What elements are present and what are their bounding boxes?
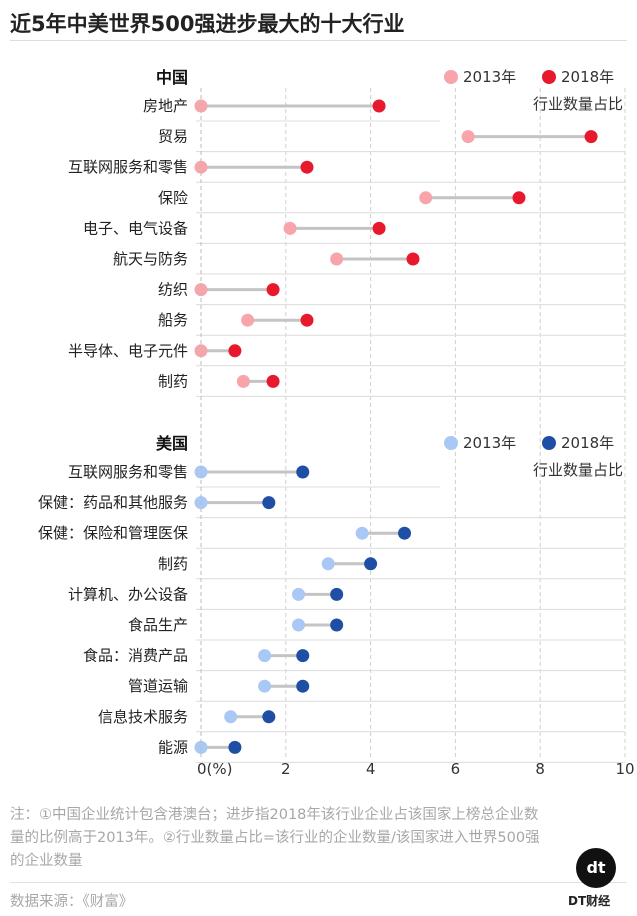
legend-label-2013: 2013年: [463, 68, 516, 86]
point-2018: [266, 283, 280, 297]
category-label: 房地产: [143, 97, 188, 115]
point-2013: [292, 618, 306, 632]
point-2013: [194, 283, 208, 297]
x-tick-label: 2: [281, 760, 291, 778]
point-2013: [258, 649, 272, 663]
point-2018: [300, 313, 314, 327]
point-2018: [296, 679, 310, 693]
legend-label-2018: 2018年: [561, 68, 614, 86]
panel-title: 美国: [156, 434, 188, 453]
point-2018: [296, 649, 310, 663]
category-label: 互联网服务和零售: [68, 463, 188, 481]
point-2018: [266, 374, 280, 388]
point-2013: [330, 252, 344, 266]
category-label: 贸易: [158, 128, 188, 146]
x-tick-label: 4: [366, 760, 376, 778]
point-2018: [262, 710, 276, 724]
legend-marker-2018: [542, 70, 556, 84]
point-2013: [283, 221, 297, 235]
data-source: 数据来源：《财富》: [10, 894, 134, 910]
panel-title: 中国: [156, 68, 188, 87]
point-2018: [406, 252, 420, 266]
category-label: 信息技术服务: [98, 708, 188, 726]
category-label: 管道运输: [128, 677, 188, 695]
x-tick-label: 8: [535, 760, 545, 778]
x-tick-label: 10: [615, 760, 634, 778]
category-label: 食品：消费产品: [83, 647, 188, 665]
footnote: 注：①中国企业统计包含港澳台；进步指2018年该行业企业占该国家上榜总企业数量的…: [10, 807, 540, 869]
point-2018: [296, 465, 310, 479]
legend-label-2013: 2013年: [463, 434, 516, 452]
point-2018: [228, 740, 242, 754]
category-label: 食品生产: [128, 616, 188, 634]
category-label: 半导体、电子元件: [68, 342, 188, 360]
category-label: 保健：保险和管理医保: [38, 524, 188, 542]
point-2013: [194, 465, 208, 479]
point-2013: [224, 710, 238, 724]
point-2013: [419, 191, 433, 205]
category-label: 纺织: [158, 281, 188, 299]
measure-label: 行业数量占比: [533, 461, 623, 479]
point-2013: [258, 679, 272, 693]
legend-marker-2013: [444, 436, 458, 450]
legend-marker-2018: [542, 436, 556, 450]
category-label: 计算机、办公设备: [68, 585, 188, 603]
x-tick-label: 6: [451, 760, 461, 778]
point-2013: [355, 526, 369, 540]
measure-label: 行业数量占比: [533, 95, 623, 113]
category-label: 保险: [158, 189, 188, 207]
point-2018: [228, 344, 242, 358]
point-2018: [512, 191, 526, 205]
point-2013: [292, 587, 306, 601]
x-tick-label: 0(%): [197, 760, 233, 778]
title-divider: [10, 40, 627, 41]
category-label: 制药: [158, 555, 188, 573]
chart-title: 近5年中美世界500强进步最大的十大行业: [10, 12, 405, 36]
point-2018: [364, 557, 378, 571]
brand-name: DT财经: [568, 894, 611, 908]
legend-label-2018: 2018年: [561, 434, 614, 452]
point-2018: [584, 130, 598, 144]
point-2018: [300, 160, 314, 174]
category-label: 制药: [158, 372, 188, 390]
point-2013: [236, 374, 250, 388]
category-label: 航天与防务: [113, 250, 188, 268]
category-label: 船务: [158, 311, 188, 329]
point-2013: [321, 557, 335, 571]
category-label: 保健：药品和其他服务: [38, 494, 188, 512]
point-2013: [241, 313, 255, 327]
legend-marker-2013: [444, 70, 458, 84]
category-label: 互联网服务和零售: [68, 158, 188, 176]
point-2018: [372, 99, 386, 113]
footer-divider: [10, 882, 627, 883]
point-2018: [330, 618, 344, 632]
point-2018: [372, 221, 386, 235]
point-2018: [262, 496, 276, 510]
point-2013: [461, 130, 475, 144]
point-2018: [398, 526, 412, 540]
category-label: 能源: [158, 738, 188, 756]
point-2018: [330, 587, 344, 601]
dt-logo-icon: dt: [576, 848, 616, 888]
category-label: 电子、电气设备: [83, 219, 188, 237]
